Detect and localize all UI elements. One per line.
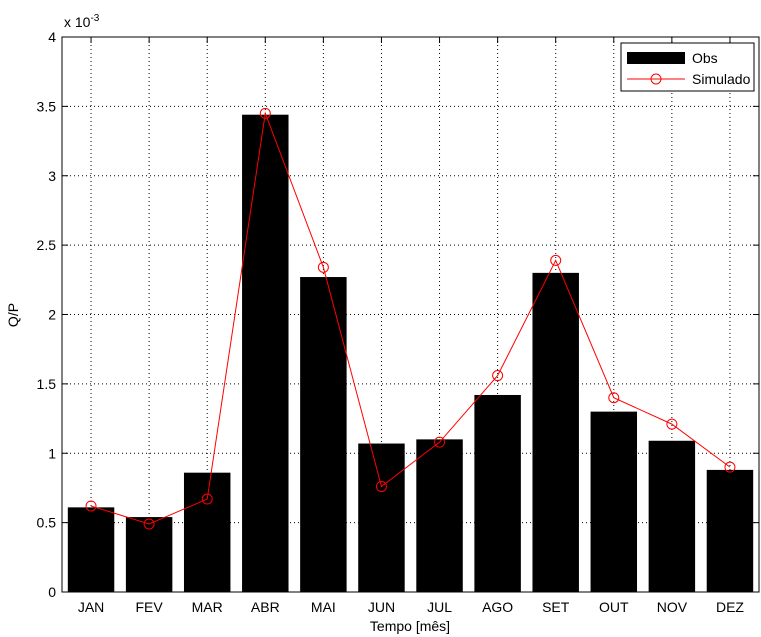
x-tick-label: OUT (599, 599, 629, 615)
bar-obs-fev (125, 517, 173, 592)
point-simulado-jun (375, 481, 387, 493)
point-simulado-nov (666, 418, 678, 430)
y-axis: 0 0.5 1 1.5 2 2.5 3 3.5 4 (37, 29, 759, 600)
bar-obs-dez (706, 469, 754, 592)
y-tick-label: 2 (48, 307, 56, 323)
point-simulado-mar (201, 493, 213, 505)
legend-swatch-obs (627, 52, 685, 64)
bar-obs-out (590, 411, 638, 592)
x-axis-label: Tempo [mês] (370, 618, 450, 634)
x-tick-label: MAI (311, 599, 336, 615)
x-tick-label: DEZ (716, 599, 744, 615)
bar-obs-jan (67, 507, 115, 592)
bar-obs-abr (242, 114, 289, 592)
point-simulado-set (550, 254, 562, 266)
x-tick-label: ABR (251, 599, 280, 615)
x-tick-label: JUL (427, 599, 452, 615)
point-simulado-mai (317, 261, 329, 273)
point-simulado-fev (143, 518, 155, 530)
point-simulado-jul (434, 436, 446, 448)
y-axis-label: Q/P (5, 303, 21, 327)
bar-obs-mai (300, 277, 347, 592)
bar-obs-jun (358, 443, 405, 592)
legend-label-obs: Obs (692, 50, 718, 66)
line-series (85, 107, 736, 530)
legend-box (620, 42, 755, 92)
y-tick-label: 1 (48, 445, 56, 461)
bar-obs-ago (474, 394, 521, 592)
y-tick-label: 2.5 (37, 237, 57, 253)
legend-marker-simulado (650, 73, 662, 85)
x-tick-label: FEV (136, 599, 164, 615)
x-tick-label: JAN (78, 599, 104, 615)
x-tick-label: NOV (657, 599, 688, 615)
line-simulado (90, 111, 731, 525)
bar-obs-mar (183, 472, 231, 592)
point-simulado-ago (492, 370, 504, 382)
y-tick-label: 3.5 (37, 98, 57, 114)
legend-label-simulado: Simulado (692, 71, 751, 87)
x-tick-label: MAR (192, 599, 223, 615)
point-simulado-abr (259, 107, 271, 119)
y-tick-label: 1.5 (37, 376, 57, 392)
bar-series (67, 114, 754, 592)
legend: Obs Simulado (620, 42, 755, 92)
point-simulado-jan (85, 500, 97, 512)
y-tick-label: 0.5 (37, 515, 57, 531)
bar-obs-set (532, 272, 579, 592)
bar-obs-nov (648, 440, 696, 592)
x-tick-label: AGO (482, 599, 513, 615)
x-axis: JAN FEV MAR ABR MAI JUN JUL AGO SET OUT NOV DEZ (78, 37, 744, 615)
y-tick-label: 3 (48, 168, 56, 184)
y-multiplier-label: x 10-3 (64, 13, 100, 30)
x-tick-label: SET (542, 599, 570, 615)
y-tick-label: 0 (48, 584, 56, 600)
bar-obs-jul (416, 439, 463, 592)
x-tick-label: JUN (368, 599, 395, 615)
point-simulado-out (608, 392, 620, 404)
y-tick-label: 4 (48, 29, 56, 45)
point-simulado-dez (724, 461, 736, 473)
